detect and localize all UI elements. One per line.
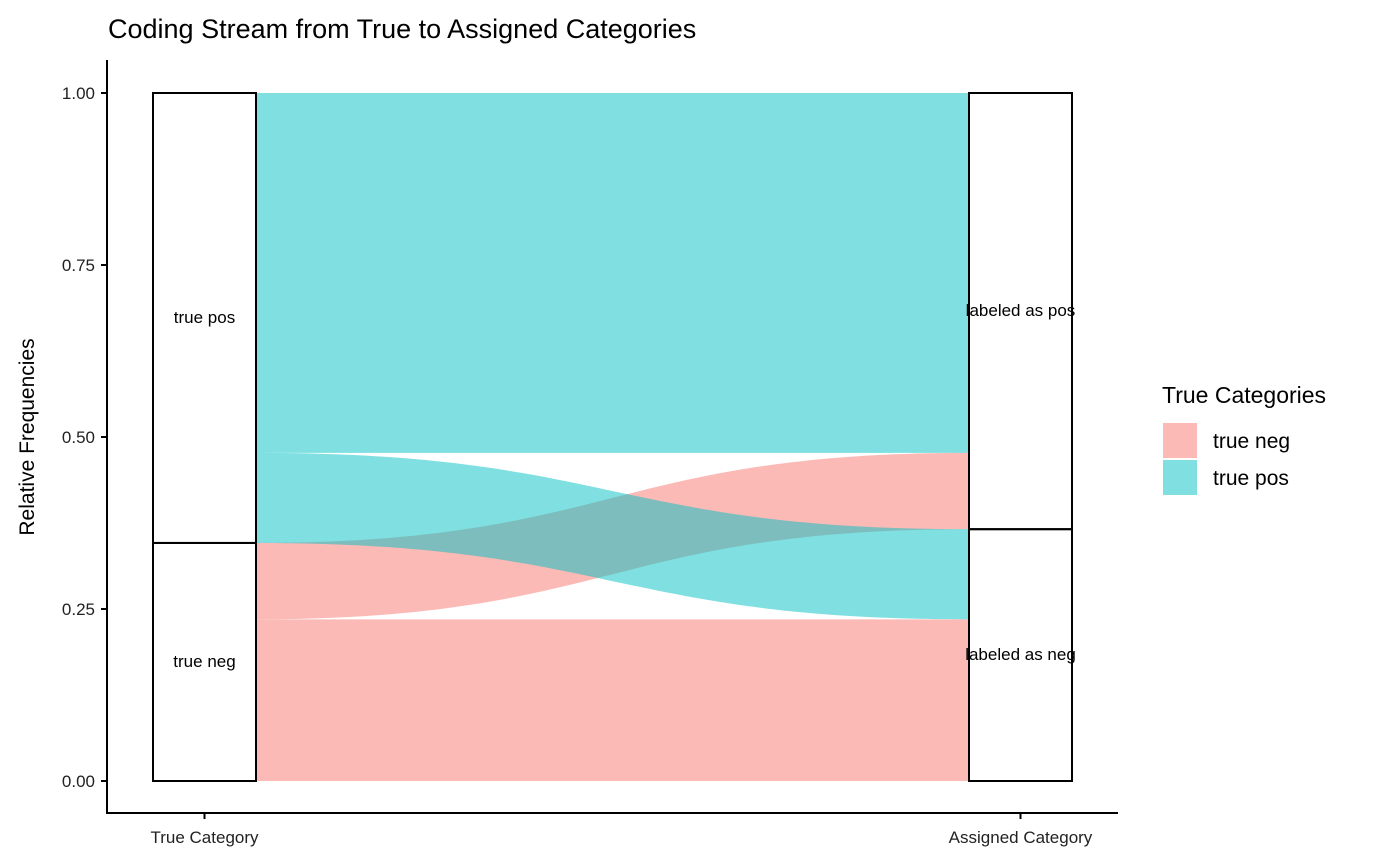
stratum-label: true neg [173,652,235,671]
flows-group [256,93,969,781]
x-ticks: True Category Assigned Category [150,813,1093,847]
flow-3 [256,93,969,453]
stratum-label: true pos [174,308,235,327]
legend-label: true pos [1213,467,1289,490]
flow-2 [256,452,969,620]
x-tick-label: True Category [150,828,259,847]
chart-title: Coding Stream from True to Assigned Cate… [108,14,696,44]
stratum-label: labeled as neg [965,645,1076,664]
flow-0 [256,619,969,781]
legend-label: true neg [1213,430,1290,453]
y-tick-label: 0.50 [62,428,95,447]
legend: True Categories true neg true pos [1162,382,1326,495]
y-tick-label: 0.25 [62,600,95,619]
stratum-1 [152,92,257,544]
y-axis-label: Relative Frequencies [16,338,39,535]
stratum-label: labeled as pos [966,301,1076,320]
strata-group: true neg true pos labeled as neg labeled as… [152,92,1076,783]
y-ticks: 0.00 0.25 0.50 0.75 1.00 [62,84,107,791]
legend-key [1163,423,1197,458]
y-tick-label: 0.75 [62,256,95,275]
legend-title: True Categories [1162,382,1326,408]
x-tick-label: Assigned Category [949,828,1093,847]
y-tick-label: 1.00 [62,84,95,103]
y-tick-label: 0.00 [62,772,95,791]
stratum-3 [968,92,1073,531]
legend-key [1163,460,1197,495]
